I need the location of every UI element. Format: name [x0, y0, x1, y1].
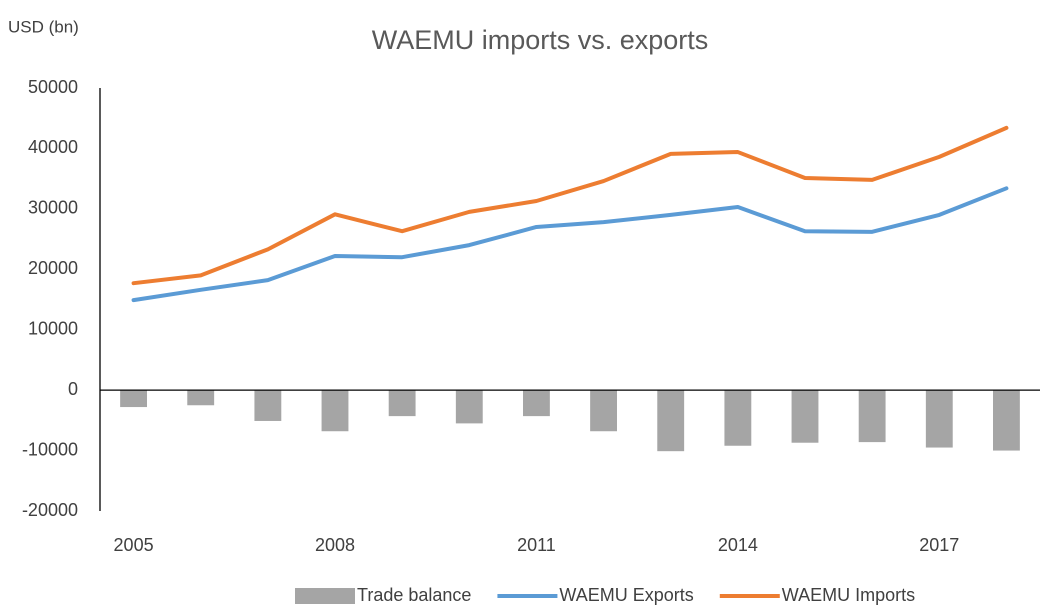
bar [791, 390, 819, 443]
x-tick-label: 2005 [114, 535, 154, 555]
bar [254, 390, 282, 421]
bar [590, 390, 617, 432]
x-tick-label: 2017 [919, 535, 959, 555]
bar [657, 390, 685, 452]
y-tick-label: 40000 [28, 137, 78, 157]
y-tick-label: -10000 [22, 439, 78, 459]
legend-swatch [295, 588, 355, 604]
y-tick-label: 50000 [28, 77, 78, 97]
chart-title: WAEMU imports vs. exports [372, 25, 709, 55]
line-series [131, 186, 1009, 303]
bar [993, 390, 1020, 451]
bar [858, 390, 886, 443]
bar [523, 390, 550, 417]
bar [120, 390, 147, 408]
line-series [131, 125, 1009, 286]
y-tick-label: 30000 [28, 198, 78, 218]
bar [724, 390, 752, 446]
bar [388, 390, 416, 417]
bar [455, 390, 483, 424]
y-tick-label: 10000 [28, 318, 78, 338]
x-tick-label: 2014 [718, 535, 758, 555]
y-tick-label: 0 [68, 379, 78, 399]
legend-label: WAEMU Exports [559, 585, 693, 605]
y-tick-label: -20000 [22, 500, 78, 520]
y-tick-label: 20000 [28, 258, 78, 278]
y-axis-label: USD (bn) [8, 17, 79, 36]
x-tick-label: 2011 [517, 535, 556, 555]
legend-label: Trade balance [357, 585, 471, 605]
legend-label: WAEMU Imports [782, 585, 915, 605]
bar [925, 390, 953, 448]
x-tick-label: 2008 [315, 535, 355, 555]
bar [321, 390, 349, 432]
bar [187, 390, 215, 406]
